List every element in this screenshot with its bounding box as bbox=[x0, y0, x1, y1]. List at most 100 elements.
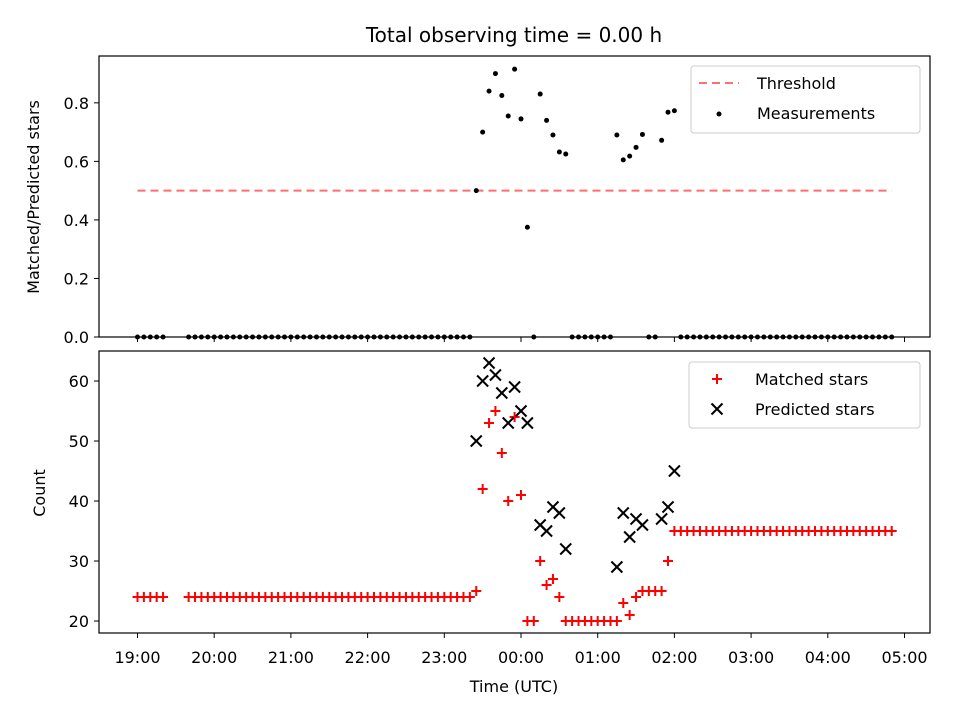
matched-star-point bbox=[509, 412, 520, 422]
legend-matched-marker bbox=[712, 374, 722, 384]
matched-star-point bbox=[618, 598, 629, 608]
measurement-point bbox=[556, 149, 562, 155]
bottom-legend: Matched stars Predicted stars bbox=[688, 361, 921, 429]
x-tick-label: 04:00 bbox=[805, 648, 851, 667]
bottom-x-ticks: 19:00 20:00 21:00 22:00 23:00 00:00 01:00 02:00… bbox=[114, 633, 928, 667]
top-y-axis-label: Matched/Predicted stars bbox=[24, 100, 43, 294]
predicted-star-point bbox=[495, 386, 509, 400]
top-y-tick-label: 0.8 bbox=[64, 94, 89, 113]
predicted-star-point bbox=[540, 524, 553, 538]
count-points bbox=[132, 356, 897, 626]
predicted-star-point bbox=[668, 464, 681, 478]
legend-threshold-label: Threshold bbox=[756, 74, 836, 93]
bottom-y-tick-label: 60 bbox=[69, 372, 89, 391]
matched-star-point bbox=[158, 592, 169, 602]
legend-matched-label: Matched stars bbox=[755, 370, 868, 389]
top-panel: 0.00.20.40.60.8 Matched/Predicted stars … bbox=[24, 55, 931, 347]
measurement-point bbox=[524, 224, 530, 230]
top-y-ticks: 0.0 0.2 0.4 0.6 0.8 bbox=[64, 94, 99, 347]
predicted-star-point bbox=[617, 506, 630, 520]
x-tick-label: 01:00 bbox=[575, 648, 621, 667]
measurement-point bbox=[473, 188, 479, 194]
measurement-point bbox=[550, 132, 556, 138]
legend-measurements-label: Measurements bbox=[757, 104, 875, 123]
measurement-point bbox=[537, 91, 543, 97]
matched-star-point bbox=[547, 574, 558, 584]
legend-measurements-swatch bbox=[716, 111, 722, 117]
measurement-point bbox=[639, 131, 645, 137]
x-axis-label: Time (UTC) bbox=[469, 677, 558, 696]
matched-star-point bbox=[663, 556, 674, 566]
measurement-point bbox=[665, 109, 671, 115]
measurement-point bbox=[627, 153, 633, 159]
top-y-tick-label: 0.6 bbox=[64, 152, 89, 171]
x-tick-label: 05:00 bbox=[881, 648, 927, 667]
measurement-point bbox=[633, 144, 639, 150]
predicted-star-point bbox=[661, 500, 675, 514]
measurement-point bbox=[499, 93, 505, 99]
legend-predicted-label: Predicted stars bbox=[755, 400, 875, 419]
predicted-star-point bbox=[508, 380, 521, 394]
matched-star-point bbox=[631, 592, 642, 602]
x-tick-label: 00:00 bbox=[498, 648, 544, 667]
x-tick-label: 22:00 bbox=[345, 648, 391, 667]
measurement-point bbox=[480, 129, 486, 135]
matched-star-point bbox=[528, 616, 539, 626]
measurement-point bbox=[505, 113, 511, 119]
matched-star-point bbox=[554, 592, 565, 602]
legend-matched-swatch bbox=[712, 374, 722, 384]
matched-star-point bbox=[464, 592, 475, 602]
bottom-panel: 20 30 40 50 60 19:00 20:00 21:00 22:00 23:00 00:0… bbox=[30, 350, 931, 696]
legend-predicted-swatch bbox=[710, 402, 724, 416]
bottom-y-ticks: 20 30 40 50 60 bbox=[69, 372, 99, 631]
x-tick-label: 21:00 bbox=[268, 648, 314, 667]
bottom-y-tick-label: 20 bbox=[69, 612, 89, 631]
matched-star-point bbox=[624, 610, 635, 620]
measurement-point bbox=[563, 151, 569, 157]
measurement-point bbox=[614, 132, 620, 138]
top-y-tick-label: 0.0 bbox=[64, 328, 89, 347]
measurement-point bbox=[492, 71, 498, 77]
matched-star-point bbox=[503, 496, 514, 506]
matched-star-point bbox=[611, 616, 622, 626]
predicted-star-point bbox=[636, 518, 649, 532]
measurement-point bbox=[518, 116, 524, 122]
matched-star-point bbox=[535, 556, 546, 566]
bottom-y-tick-label: 40 bbox=[69, 492, 89, 511]
measurement-point bbox=[486, 88, 492, 94]
predicted-star-point bbox=[470, 434, 483, 448]
predicted-star-point bbox=[489, 368, 502, 382]
measurement-point bbox=[671, 108, 677, 114]
predicted-star-point bbox=[623, 530, 636, 544]
predicted-star-point bbox=[559, 542, 572, 556]
bottom-y-tick-label: 30 bbox=[69, 552, 89, 571]
matched-star-point bbox=[484, 418, 495, 428]
measurement-point bbox=[620, 157, 626, 163]
bottom-y-tick-label: 50 bbox=[69, 432, 89, 451]
predicted-star-point bbox=[655, 512, 668, 526]
matched-star-point bbox=[656, 586, 667, 596]
top-axes-frame bbox=[98, 55, 931, 338]
x-tick-label: 23:00 bbox=[421, 648, 467, 667]
chart-title: Total observing time = 0.00 h bbox=[365, 23, 662, 47]
x-tick-label: 20:00 bbox=[191, 648, 237, 667]
predicted-star-point bbox=[521, 416, 534, 430]
matched-star-point bbox=[471, 586, 482, 596]
measurement-point bbox=[659, 137, 665, 143]
legend-predicted-marker bbox=[710, 402, 724, 416]
measurement-point bbox=[544, 117, 550, 123]
predicted-star-point bbox=[610, 560, 624, 574]
top-x-ticks bbox=[137, 337, 905, 342]
matched-star-point bbox=[477, 484, 488, 494]
predicted-star-point bbox=[502, 416, 515, 430]
predicted-star-point bbox=[553, 506, 566, 520]
bottom-axes-frame bbox=[98, 350, 931, 634]
measurement-point bbox=[512, 66, 518, 72]
matched-star-point bbox=[886, 526, 897, 536]
x-tick-label: 02:00 bbox=[651, 648, 697, 667]
top-legend-box bbox=[690, 65, 921, 134]
predicted-star-point bbox=[482, 356, 496, 370]
matched-star-point bbox=[490, 406, 501, 416]
matched-star-point bbox=[541, 580, 552, 590]
